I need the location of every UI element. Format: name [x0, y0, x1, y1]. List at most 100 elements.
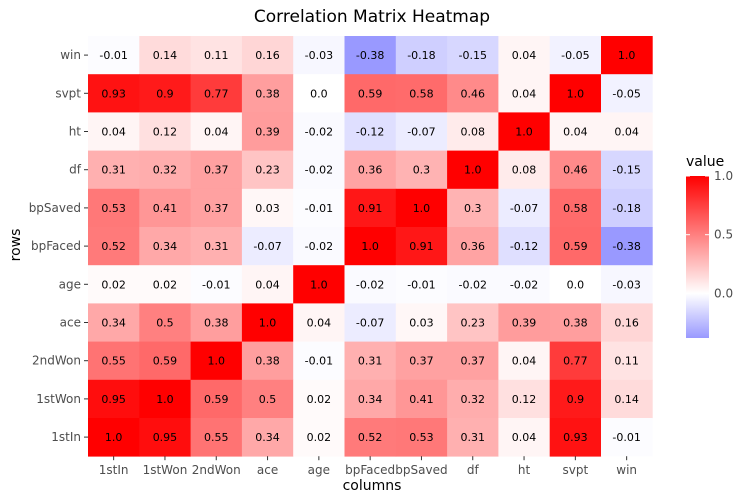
- heatmap-cell: [549, 112, 602, 151]
- cell-value-label: 0.34: [358, 393, 383, 406]
- cell-value-label: -0.07: [510, 202, 538, 215]
- x-tick-label: bpSaved: [395, 463, 447, 477]
- heatmap-cell: [601, 150, 653, 190]
- heatmap-cell: [190, 227, 243, 266]
- heatmap-cell: [88, 265, 140, 304]
- heatmap-cells: [88, 36, 653, 457]
- heatmap-cell: [498, 112, 551, 151]
- y-tick-label: 1stWon: [36, 392, 81, 406]
- cell-value-label: 0.31: [204, 240, 229, 253]
- heatmap-cell: [498, 74, 551, 113]
- cell-value-label: 0.04: [204, 126, 229, 139]
- cell-value-label: 0.14: [614, 393, 639, 406]
- cell-value-label: 0.37: [461, 355, 486, 368]
- cell-value-label: 0.23: [255, 164, 280, 177]
- heatmap-cell: [241, 379, 294, 419]
- heatmap-cell: [549, 341, 602, 381]
- heatmap-cell: [241, 36, 294, 75]
- cell-value-label: 0.59: [204, 393, 229, 406]
- heatmap-cell: [447, 265, 499, 304]
- cell-value-label: -0.12: [510, 240, 538, 253]
- cell-value-label: 1.0: [310, 278, 328, 291]
- cell-value-label: 0.02: [153, 278, 178, 291]
- cell-value-label: 1.0: [361, 240, 379, 253]
- heatmap-cell: [241, 74, 294, 113]
- cell-value-label: 0.34: [101, 317, 126, 330]
- heatmap-cell: [293, 188, 345, 228]
- y-tick-label: 1stIn: [51, 430, 81, 444]
- heatmap-cell: [190, 303, 243, 342]
- heatmap-cell: [498, 265, 551, 304]
- cell-value-label: -0.02: [356, 278, 384, 291]
- heatmap-cell: [498, 227, 551, 266]
- cell-value-label: 0.77: [204, 87, 229, 100]
- cell-value-label: -0.15: [612, 164, 640, 177]
- heatmap-cell: [293, 36, 345, 75]
- heatmap-cell: [88, 303, 140, 342]
- cell-value-label: 0.37: [204, 164, 229, 177]
- cell-value-label: -0.02: [305, 240, 333, 253]
- heatmap-cell: [293, 379, 345, 419]
- cell-value-label: 0.58: [563, 202, 588, 215]
- cell-value-label: -0.01: [99, 49, 127, 62]
- cell-value-label: -0.07: [407, 126, 435, 139]
- legend-tick-label: 0.5: [714, 228, 733, 242]
- heatmap-cell: [139, 379, 191, 419]
- cell-value-label: 0.11: [614, 355, 639, 368]
- heatmap-cell: [447, 418, 499, 457]
- x-tick-label: svpt: [563, 463, 589, 477]
- heatmap-cell: [549, 418, 602, 457]
- cell-value-label: -0.15: [459, 49, 487, 62]
- heatmap-cell: [447, 227, 499, 266]
- cell-value-label: 0.03: [409, 317, 434, 330]
- x-tick-label: ht: [518, 463, 531, 477]
- cell-value-label: 0.04: [614, 126, 639, 139]
- cell-value-label: 0.59: [358, 87, 383, 100]
- cell-value-label: 0.58: [409, 87, 434, 100]
- heatmap-cell: [601, 112, 653, 151]
- heatmap-cell: [88, 418, 140, 457]
- cell-value-label: 0.77: [563, 355, 588, 368]
- heatmap-cell: [447, 188, 499, 228]
- y-tick-label: ht: [69, 125, 82, 139]
- cell-value-label: 0.12: [512, 393, 537, 406]
- x-tick-label: ace: [257, 463, 278, 477]
- heatmap-cell: [190, 36, 243, 75]
- cell-value-label: 1.0: [464, 164, 482, 177]
- cell-value-label: 0.46: [563, 164, 588, 177]
- cell-value-label: 0.03: [255, 202, 280, 215]
- cell-value-label: 0.0: [567, 278, 585, 291]
- cell-value-label: -0.01: [612, 431, 640, 444]
- cell-value-label: 0.23: [461, 317, 486, 330]
- heatmap-cell: [139, 150, 191, 190]
- cell-value-label: -0.01: [407, 278, 435, 291]
- cell-value-label: 0.37: [409, 355, 434, 368]
- heatmap-cell: [498, 188, 551, 228]
- cell-value-label: 0.38: [204, 317, 229, 330]
- cell-value-label: 1.0: [567, 87, 585, 100]
- y-tick-label: svpt: [55, 86, 81, 100]
- heatmap-cell: [395, 341, 448, 381]
- legend-tick-label: 1.0: [714, 169, 733, 183]
- x-tick-label: age: [308, 463, 330, 477]
- heatmap-cell: [190, 418, 243, 457]
- heatmap-cell: [601, 227, 653, 266]
- heatmap-cell: [549, 188, 602, 228]
- heatmap-cell: [549, 36, 602, 75]
- heatmap-cell: [395, 188, 448, 228]
- cell-value-label: 0.38: [255, 87, 280, 100]
- cell-value-label: -0.02: [305, 126, 333, 139]
- heatmap-cell: [88, 227, 140, 266]
- heatmap-cell: [88, 188, 140, 228]
- cell-value-label: 0.36: [461, 240, 486, 253]
- cell-value-label: 0.93: [101, 87, 126, 100]
- heatmap-cell: [447, 36, 499, 75]
- cell-value-label: 1.0: [208, 355, 226, 368]
- heatmap-cell: [293, 112, 345, 151]
- heatmap-cell: [293, 227, 345, 266]
- cell-value-label: 1.0: [156, 393, 174, 406]
- heatmap-cell: [293, 341, 345, 381]
- cell-value-label: -0.12: [356, 126, 384, 139]
- cell-value-label: 0.95: [153, 431, 178, 444]
- heatmap-cell: [395, 418, 448, 457]
